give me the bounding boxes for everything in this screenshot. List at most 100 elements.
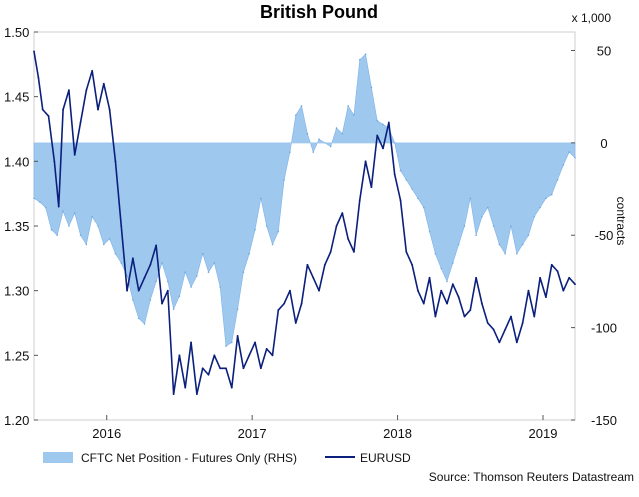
eurusd-point-33 — [219, 367, 222, 370]
chart-title: British Pound — [260, 2, 378, 22]
cftc-point-79 — [492, 225, 495, 227]
eurusd-point-25 — [172, 393, 175, 396]
eurusd-point-35 — [230, 386, 233, 389]
cftc-point-54 — [347, 105, 349, 107]
cftc-point-78 — [486, 206, 489, 209]
eurusd-point-16 — [120, 225, 123, 227]
cftc-point-9 — [85, 243, 88, 246]
cftc-point-12 — [103, 243, 105, 246]
cftc-point-70 — [440, 267, 443, 270]
eurusd-point-93 — [568, 276, 571, 279]
left-axis-ticks: 1.20 1.25 1.30 1.35 1.40 1.45 1.50 — [4, 25, 38, 428]
legend-label-eurusd: EURUSD — [360, 451, 411, 465]
cftc-point-7 — [73, 212, 76, 214]
eurusd-point-67 — [417, 289, 419, 292]
cftc-point-77 — [481, 215, 483, 218]
cftc-point-25 — [178, 295, 181, 298]
eurusd-point-34 — [225, 367, 227, 370]
eurusd-point-58 — [364, 160, 367, 163]
cftc-point-53 — [341, 132, 344, 135]
x-tick-label-2: 2018 — [383, 426, 412, 441]
eurusd-point-30 — [201, 367, 204, 370]
eurusd-point-18 — [131, 257, 134, 260]
legend-label-cftc: CFTC Net Position - Futures Only (RHS) — [81, 451, 297, 465]
eurusd-point-14 — [108, 108, 111, 111]
eurusd-point-2 — [41, 108, 44, 111]
right-tick-label-4: -150 — [591, 413, 617, 428]
eurusd-point-75 — [463, 315, 466, 318]
cftc-point-47 — [306, 132, 309, 135]
eurusd-point-77 — [475, 276, 478, 279]
eurusd-point-13 — [102, 82, 105, 85]
eurusd-point-66 — [411, 263, 414, 266]
eurusd-point-87 — [533, 315, 536, 318]
eurusd-point-7 — [68, 89, 70, 92]
eurusd-point-60 — [376, 134, 379, 137]
eurusd-point-23 — [161, 302, 163, 305]
eurusd-point-56 — [353, 250, 355, 253]
eurusd-point-47 — [300, 302, 303, 305]
eurusd-point-52 — [329, 250, 332, 253]
cftc-point-37 — [248, 252, 251, 255]
eurusd-point-59 — [370, 186, 373, 189]
cftc-point-63 — [399, 169, 402, 172]
cftc-point-29 — [201, 252, 204, 255]
eurusd-point-73 — [451, 283, 454, 286]
eurusd-point-86 — [527, 289, 530, 292]
cftc-point-1 — [39, 201, 41, 203]
cftc-point-42 — [277, 230, 280, 233]
x-axis-ticks: 2016 2017 2018 2019 — [92, 415, 557, 441]
cftc-point-67 — [422, 206, 425, 209]
cftc-point-33 — [225, 345, 227, 347]
eurusd-point-36 — [236, 335, 239, 337]
eurusd-point-89 — [545, 296, 547, 299]
cftc-point-87 — [539, 206, 541, 209]
x-tick-label-1: 2017 — [238, 426, 267, 441]
eurusd-point-49 — [312, 276, 315, 279]
cftc-point-35 — [236, 308, 239, 310]
cftc-point-48 — [312, 151, 315, 153]
cftc-point-56 — [358, 58, 361, 61]
eurusd-point-90 — [550, 263, 553, 266]
cftc-point-52 — [335, 127, 338, 129]
eurusd-point-1 — [37, 76, 40, 79]
cftc-point-27 — [190, 286, 192, 288]
source-note: Source: Thomson Reuters Datastream — [429, 470, 634, 484]
cftc-point-19 — [143, 323, 146, 325]
left-tick-label-5: 1.45 — [4, 90, 29, 105]
eurusd-point-79 — [486, 322, 489, 324]
eurusd-point-20 — [143, 276, 146, 279]
cftc-point-11 — [97, 225, 99, 227]
eurusd-point-32 — [213, 354, 216, 357]
eurusd-point-62 — [387, 121, 390, 124]
eurusd-point-37 — [242, 367, 245, 370]
cftc-point-21 — [155, 280, 157, 283]
eurusd-point-88 — [539, 276, 541, 279]
eurusd-point-72 — [446, 302, 448, 305]
left-tick-label-0: 1.20 — [4, 413, 29, 428]
eurusd-point-50 — [318, 289, 320, 292]
cftc-point-51 — [329, 145, 332, 148]
cftc-point-71 — [446, 280, 448, 283]
cftc-point-0 — [33, 197, 35, 200]
eurusd-point-57 — [358, 199, 361, 202]
cftc-point-43 — [283, 179, 285, 181]
eurusd-point-63 — [393, 173, 396, 176]
eurusd-point-39 — [254, 341, 256, 344]
right-tick-label-2: -50 — [595, 228, 614, 243]
cftc-point-69 — [434, 252, 437, 255]
cftc-point-74 — [463, 225, 466, 227]
eurusd-point-0 — [33, 50, 35, 53]
cftc-point-68 — [428, 230, 431, 233]
cftc-point-82 — [510, 225, 512, 227]
cftc-point-16 — [126, 275, 128, 277]
cftc-point-64 — [405, 179, 408, 181]
eurusd-point-10 — [85, 89, 88, 92]
eurusd-point-84 — [515, 341, 518, 344]
eurusd-point-92 — [562, 289, 565, 292]
cftc-point-32 — [219, 286, 221, 288]
cftc-point-39 — [260, 197, 262, 200]
cftc-point-24 — [172, 308, 175, 310]
eurusd-point-21 — [149, 263, 152, 266]
